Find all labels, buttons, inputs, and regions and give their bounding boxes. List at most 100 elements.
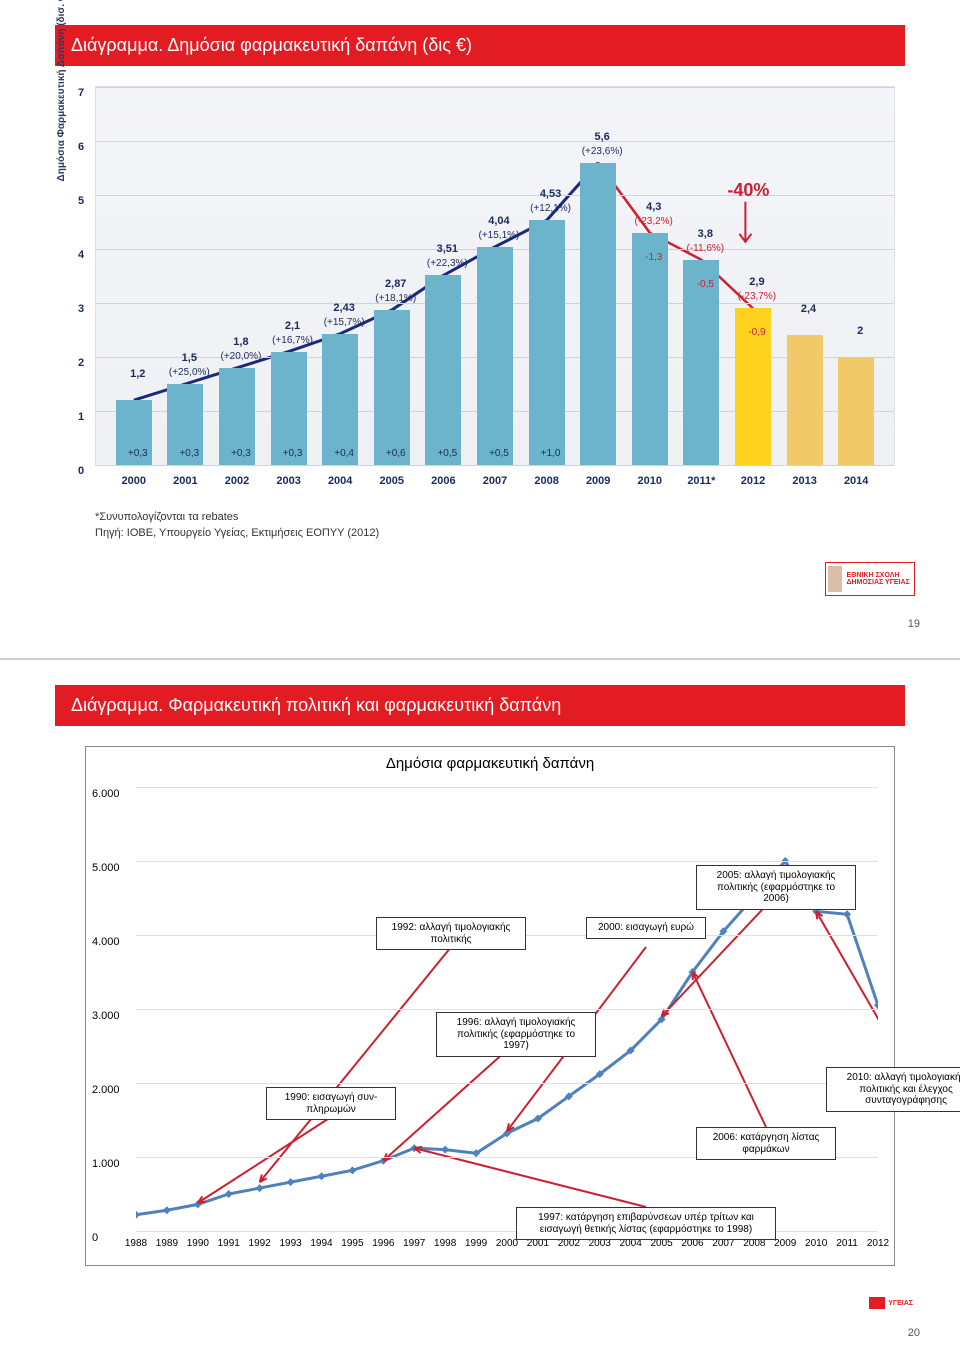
slide2-title: Διάγραμμα. Φαρμακευτική πολιτική και φαρ… (55, 685, 905, 726)
chart1-xlabel: 2008 (522, 475, 572, 487)
chart2-ytick: 5.000 (92, 862, 120, 874)
chart2-marker (534, 1115, 542, 1123)
chart1-bar (683, 260, 719, 465)
chart2-annotation: 2000: εισαγωγή ευρώ (586, 917, 706, 939)
chart2-marker (287, 1178, 295, 1186)
chart1-xlabel: 2012 (728, 475, 778, 487)
chart2-xlabel: 2012 (867, 1238, 889, 1249)
chart2-marker (658, 1015, 666, 1023)
chart1-footnote: *Συνυπολογίζονται τα rebates (95, 511, 935, 523)
chart2-xlabel: 2000 (496, 1238, 518, 1249)
chart2-xlabel: 1990 (187, 1238, 209, 1249)
logo-square-icon (869, 1297, 885, 1309)
chart1-bar-delta: -0,9 (727, 327, 787, 338)
chart1-bar-group: 2 (838, 87, 874, 465)
chart1-ytick: 4 (78, 249, 84, 261)
chart2-ytick: 1.000 (92, 1158, 120, 1170)
chart1-bar-pct: (+15,7%) (314, 317, 374, 328)
chart1-xlabel: 2014 (831, 475, 881, 487)
chart1-bar-pct: (+16,7%) (263, 335, 323, 346)
chart1-bar-value: 2,87 (366, 278, 426, 290)
chart1-bar-pct: (-23,2%) (624, 216, 684, 227)
chart2-xlabel: 2009 (774, 1238, 796, 1249)
chart1-ytick: 5 (78, 195, 84, 207)
chart1-ytick: 2 (78, 357, 84, 369)
chart1-bar-value: 4,53 (521, 188, 581, 200)
chart1-ytick: 1 (78, 411, 84, 423)
chart1-xlabel: 2003 (264, 475, 314, 487)
chart2-arrowhead-icon (414, 1147, 422, 1153)
chart1-xlabel: 2001 (160, 475, 210, 487)
chart1-xlabel: 2007 (470, 475, 520, 487)
chart1-bar-group: 5,6(+23,6%) (580, 87, 616, 465)
chart1-bar-pct: (+12,1%) (521, 203, 581, 214)
chart1-bar-group: 2,43(+15,7%)+0,4 (322, 87, 358, 465)
chart2-annotation: 1996: αλλαγή τιμολογιακής πολιτικής (εφα… (436, 1012, 596, 1057)
chart2-marker (627, 1046, 635, 1054)
chart2-xlabel: 1995 (341, 1238, 363, 1249)
chart2-marker (136, 1211, 140, 1219)
chart1-xlabel: 2005 (367, 475, 417, 487)
chart1-bar-pct: (+22,3%) (417, 258, 477, 269)
chart1-bar (632, 233, 668, 465)
slide-2: Διάγραμμα. Φαρμακευτική πολιτική και φαρ… (0, 660, 960, 1367)
chart1-bar-value: 3,8 (675, 228, 735, 240)
chart1-bar-group: 1,2+0,3 (116, 87, 152, 465)
page-number-19: 19 (908, 618, 920, 630)
chart1-bar-value: 3,51 (417, 243, 477, 255)
chart1-ytick: 7 (78, 87, 84, 99)
chart1-bar-value: 4,04 (469, 215, 529, 227)
chart1-bar-value: 2,9 (727, 276, 787, 288)
chart1-bar-group: 1,8(+20,0%)+0,3 (219, 87, 255, 465)
chart1-bar (322, 334, 358, 465)
chart1-bar-pct: (+25,0%) (159, 367, 219, 378)
chart1-bar-group: 2,9(-23,7%)-0,9 (735, 87, 771, 465)
chart1-bar (838, 357, 874, 465)
chart1-bar-value: 2,4 (779, 303, 839, 315)
chart2-annotation: 1992: αλλαγή τιμολογιακής πολιτικής (376, 917, 526, 950)
chart1-bar-group: 2,4 (787, 87, 823, 465)
chart1-xlabel: 2006 (418, 475, 468, 487)
chart1-bar-group: 3,8(-11,6%)-0,5 (683, 87, 719, 465)
chart2-annotation: 2005: αλλαγή τιμολογιακής πολιτικής (εφα… (696, 865, 856, 910)
chart1-bar-group: 4,04(+15,1%)+0,5 (477, 87, 513, 465)
chart1-source: Πηγή: ΙΟΒΕ, Υπουργείο Υγείας, Εκτιμήσεις… (95, 527, 935, 539)
chart1: Δημόσια Φαρμακευτική Δαπάνη (δισ. €) 012… (95, 86, 895, 466)
chart2-arrow (662, 895, 776, 1016)
chart2-arrow (693, 972, 767, 1127)
chart1-bar (787, 335, 823, 465)
chart2-arrowhead-icon (662, 1009, 669, 1016)
chart2-plot: 01.0002.0003.0004.0005.0006.000198819891… (136, 787, 878, 1231)
chart2-ytick: 6.000 (92, 788, 120, 800)
chart1-bar-pct: (+20,0%) (211, 351, 271, 362)
chart1-xlabel: 2010 (625, 475, 675, 487)
chart2-marker (225, 1190, 233, 1198)
chart2-ytick: 0 (92, 1232, 98, 1244)
chart1-bar-group: 4,53(+12,1%)+1,0 (529, 87, 565, 465)
chart1-bar-value: 4,3 (624, 201, 684, 213)
chart2-annotation: 2010: αλλαγή τιμολογιακής πολιτικής και … (826, 1067, 960, 1112)
chart1-ytick: 6 (78, 141, 84, 153)
chart2-arrow (260, 947, 451, 1182)
chart2-xlabel: 1994 (310, 1238, 332, 1249)
chart1-xlabel: 2011* (676, 475, 726, 487)
chart1-bar-pct: (-23,7%) (727, 291, 787, 302)
logo-image-placeholder (828, 566, 842, 592)
chart1-bar-pct: (+18,1%) (366, 293, 426, 304)
chart2-xlabel: 2010 (805, 1238, 827, 1249)
chart2-marker (348, 1166, 356, 1174)
chart1-gridline (96, 465, 894, 466)
chart2-annotation: 1990: εισαγωγή συν- πληρωμών (266, 1087, 396, 1120)
logo-small: ΥΓΕΙΑΣ (825, 1293, 915, 1313)
chart2-marker (256, 1184, 264, 1192)
chart1-ytick: 0 (78, 465, 84, 477)
chart1-bar-group: 1,5(+25,0%)+0,3 (167, 87, 203, 465)
chart2-marker (565, 1092, 573, 1100)
chart2-arrowhead-icon (260, 1174, 267, 1182)
chart2-gridline (136, 861, 878, 862)
chart2-ytick: 2.000 (92, 1084, 120, 1096)
chart2-xlabel: 1991 (218, 1238, 240, 1249)
chart2-xlabel: 1999 (465, 1238, 487, 1249)
chart2-ytick: 4.000 (92, 936, 120, 948)
page-number-20: 20 (908, 1327, 920, 1339)
